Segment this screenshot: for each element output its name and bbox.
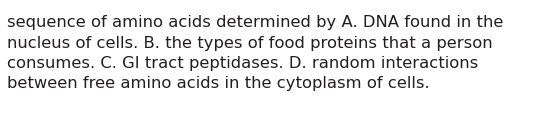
Text: sequence of amino acids determined by A. DNA found in the
nucleus of cells. B. t: sequence of amino acids determined by A.…: [7, 15, 504, 91]
